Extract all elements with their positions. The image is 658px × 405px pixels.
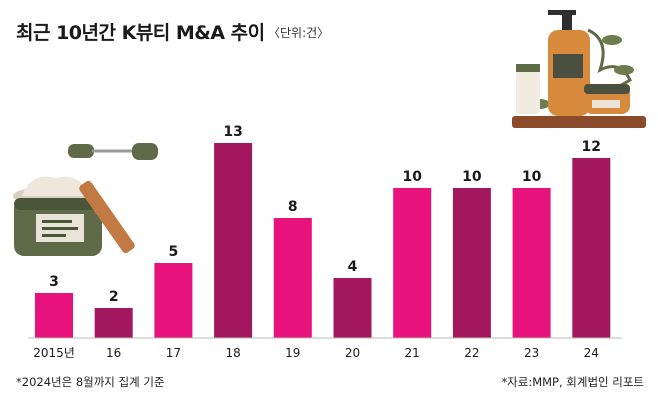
bar-3 [214, 143, 253, 338]
value-label-8: 10 [522, 169, 542, 185]
tick-label-1: 16 [106, 346, 121, 360]
tick-label-8: 23 [524, 346, 539, 360]
tick-label-0: 2015년 [33, 346, 75, 360]
tick-label-6: 21 [405, 346, 420, 360]
bar-series [35, 143, 611, 338]
x-tick-labels: 2015년 16 17 18 19 20 21 22 23 24 [33, 346, 599, 360]
tick-label-3: 18 [225, 346, 240, 360]
value-label-4: 8 [288, 199, 298, 215]
value-label-3: 13 [223, 124, 242, 140]
value-label-7: 10 [462, 169, 482, 185]
tick-label-2: 17 [166, 346, 181, 360]
chart-title: 최근 10년간 K뷰티 M&A 추이 [16, 22, 265, 44]
unit-label: 〈단위:건〉 [268, 26, 330, 40]
value-label-2: 5 [169, 244, 179, 260]
bar-0 [35, 293, 73, 338]
face-roller-icon [68, 143, 158, 160]
source-note: *자료:MMP, 회계법인 리포트 [501, 375, 644, 389]
tick-label-7: 22 [464, 346, 479, 360]
tick-label-5: 20 [345, 346, 360, 360]
bar-4 [273, 218, 312, 338]
tick-label-9: 24 [584, 346, 599, 360]
value-label-9: 12 [582, 139, 601, 155]
bar-1 [94, 308, 133, 338]
value-label-0: 3 [49, 274, 59, 290]
bar-5 [333, 278, 372, 338]
tick-label-4: 19 [285, 346, 300, 360]
bar-7 [452, 188, 491, 338]
value-label-6: 10 [402, 169, 422, 185]
value-label-1: 2 [109, 289, 119, 305]
cosmetic-jar-icon [13, 176, 135, 256]
value-labels: 3 2 5 13 8 4 10 10 10 12 [49, 124, 601, 305]
bar-8 [512, 188, 551, 338]
cosmetic-bottles-icon [516, 10, 630, 116]
bar-6 [393, 188, 432, 338]
value-label-5: 4 [348, 259, 358, 275]
footnote: *2024년은 8월까지 집계 기준 [16, 375, 165, 389]
bar-2 [154, 263, 193, 338]
bar-9 [572, 158, 611, 338]
